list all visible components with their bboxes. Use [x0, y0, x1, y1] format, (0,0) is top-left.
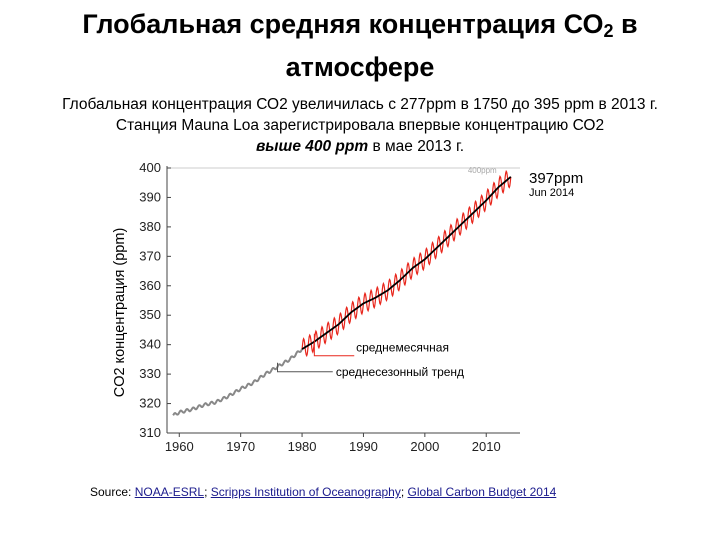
x-tick-label: 1970: [226, 439, 255, 454]
y-tick-label: 310: [139, 425, 161, 440]
trend-series-line: [301, 176, 512, 350]
source-line: Source: NOAA-ESRL; Scripps Institution o…: [90, 485, 557, 499]
title-line-2: атмосфере: [285, 52, 435, 82]
y-tick-label: 340: [139, 337, 161, 352]
y-tick-label: 320: [139, 396, 161, 411]
historic-series-line: [172, 348, 303, 416]
y-tick-label: 350: [139, 307, 161, 322]
subtitle-line-3: выше 400 ppm в мае 2013 г.: [255, 138, 465, 155]
title-line-1: Глобальная средняя концентрация СО2 в: [82, 9, 638, 41]
y-tick-label: 400: [139, 160, 161, 175]
y-axis-label: CO2 концентрация (ppm): [112, 228, 128, 398]
page-title: Глобальная средняя концентрация СО2 в ат…: [0, 6, 720, 85]
y-tick-label: 330: [139, 366, 161, 381]
page-subtitle: Глобальная концентрация СО2 увеличилась …: [0, 94, 720, 157]
end-value-label: 397ppm: [529, 170, 583, 187]
y-tick-label: 390: [139, 189, 161, 204]
x-tick-label: 1980: [288, 439, 317, 454]
source-link-gcb[interactable]: Global Carbon Budget 2014: [407, 485, 557, 499]
source-link-noaa[interactable]: NOAA-ESRL: [134, 485, 205, 499]
y-tick-label: 360: [139, 278, 161, 293]
subtitle-line-2: Станция Mauna Loa зарегистрировала вперв…: [115, 117, 605, 134]
annotation-trend-label: среднесезонный тренд: [336, 365, 464, 379]
x-tick-label: 2010: [472, 439, 501, 454]
source-link-scripps[interactable]: Scripps Institution of Oceanography: [210, 485, 401, 499]
annotation-monthly-label: среднемесячная: [356, 341, 449, 355]
annotation-monthly-leader: [313, 333, 355, 357]
x-tick-label: 2000: [410, 439, 439, 454]
end-date-label: Jun 2014: [529, 187, 574, 199]
subtitle-line-1: Глобальная концентрация СО2 увеличилась …: [62, 96, 658, 113]
y-tick-label: 370: [139, 248, 161, 263]
x-tick-label: 1960: [165, 439, 194, 454]
ref-line-label: 400ppm: [468, 166, 497, 175]
source-label: Source:: [90, 485, 135, 499]
x-tick-label: 1990: [349, 439, 378, 454]
y-tick-label: 380: [139, 219, 161, 234]
annotation-trend-leader: [277, 362, 333, 373]
